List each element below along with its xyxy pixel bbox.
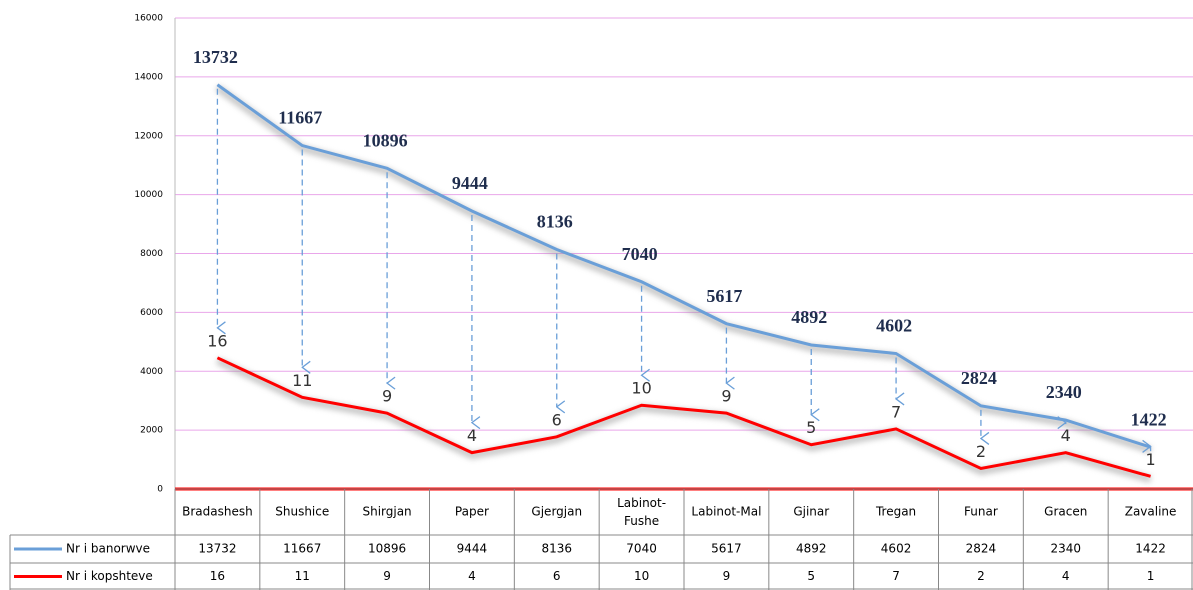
category-label: Shushice <box>275 505 329 519</box>
data-label: 2824 <box>961 368 997 388</box>
category-label: Gjergjan <box>531 505 582 519</box>
legend-label: Nr i banorwve <box>66 542 150 556</box>
line-shadow <box>215 357 1152 483</box>
data-label: 5617 <box>706 286 742 306</box>
data-label: 13732 <box>193 47 238 67</box>
y-tick-label: 16000 <box>134 14 163 24</box>
data-label: 2 <box>976 442 986 461</box>
table-cell: 9 <box>383 569 391 583</box>
table-cell: 13732 <box>198 542 236 556</box>
table-cell: 4 <box>468 569 476 583</box>
table-cell: 6 <box>553 569 561 583</box>
y-tick-label: 14000 <box>134 72 163 82</box>
data-label: 4892 <box>791 307 827 327</box>
category-label: Tregan <box>875 505 916 519</box>
table-cell: 2 <box>977 569 985 583</box>
series-line <box>216 356 1151 478</box>
category-label: Funar <box>964 505 998 519</box>
category-label: Labinot-Mal <box>691 505 761 519</box>
data-label: 9 <box>721 387 731 406</box>
table-cell: 8136 <box>541 542 572 556</box>
data-label: 9444 <box>452 173 488 193</box>
y-tick-label: 4000 <box>140 367 163 377</box>
table-cell: 4602 <box>881 542 912 556</box>
data-label: 4602 <box>876 316 912 336</box>
table-cell: 2824 <box>966 542 997 556</box>
category-label: Gjinar <box>793 505 829 519</box>
data-label: 6 <box>552 410 562 429</box>
data-label: 1 <box>1145 450 1155 469</box>
table-cell: 11 <box>295 569 310 583</box>
data-label: 7 <box>891 402 901 421</box>
table-cell: 2340 <box>1050 542 1081 556</box>
table-cell: 7040 <box>626 542 657 556</box>
data-label: 9 <box>382 387 392 406</box>
data-label: 5 <box>806 418 816 437</box>
table-cell: 9 <box>723 569 731 583</box>
table-cell: 10896 <box>368 542 406 556</box>
y-tick-label: 0 <box>157 485 163 495</box>
table-cell: 5617 <box>711 542 742 556</box>
table-cell: 1422 <box>1135 542 1166 556</box>
data-label: 11 <box>292 371 312 390</box>
y-tick-label: 2000 <box>140 426 163 436</box>
category-label: Gracen <box>1044 505 1087 519</box>
table-cell: 10 <box>634 569 649 583</box>
line-shadow <box>215 84 1152 454</box>
data-label: 4 <box>1061 426 1071 445</box>
data-label: 10 <box>631 379 651 398</box>
data-label: 4 <box>467 426 477 445</box>
table-cell: 5 <box>807 569 815 583</box>
y-tick-label: 6000 <box>140 308 163 318</box>
category-label: Zavaline <box>1125 505 1177 519</box>
category-label: Bradashesh <box>182 505 253 519</box>
data-label: 16 <box>207 331 227 350</box>
table-cell: 16 <box>210 569 225 583</box>
y-tick-label: 12000 <box>134 131 163 141</box>
table-cell: 1 <box>1147 569 1155 583</box>
legend-label: Nr i kopshteve <box>66 569 153 583</box>
table-cell: 9444 <box>457 542 488 556</box>
table-cell: 7 <box>892 569 900 583</box>
category-label: Paper <box>455 505 489 519</box>
data-label: 8136 <box>537 212 573 232</box>
y-tick-label: 10000 <box>134 190 163 200</box>
data-label: 7040 <box>622 244 658 264</box>
data-label: 1422 <box>1131 409 1167 429</box>
y-tick-label: 8000 <box>140 249 163 259</box>
table-cell: 4 <box>1062 569 1070 583</box>
series-line <box>216 83 1152 449</box>
data-label: 10896 <box>363 130 408 150</box>
category-label: Shirgjan <box>362 505 411 519</box>
data-label: 11667 <box>278 108 322 128</box>
table-cell: 4892 <box>796 542 827 556</box>
data-label: 2340 <box>1046 382 1082 402</box>
table-cell: 11667 <box>283 542 321 556</box>
category-label: Labinot-Fushe <box>617 496 666 528</box>
